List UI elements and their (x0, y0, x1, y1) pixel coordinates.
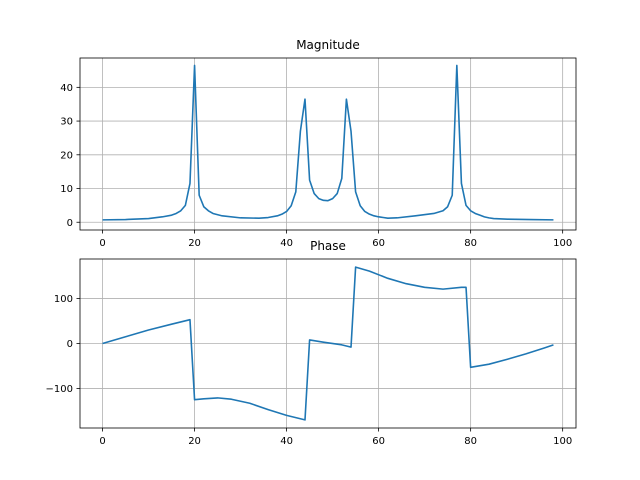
phase-xtick-label: 40 (280, 436, 293, 447)
magnitude-xtick-label: 60 (372, 238, 385, 249)
phase-xtick-label: 0 (99, 436, 105, 447)
phase-ytick-label: 100 (54, 294, 73, 305)
magnitude-ytick-label: 0 (67, 218, 73, 229)
magnitude-grid (80, 58, 576, 230)
phase-axes: 0 20 40 60 80 100 −100 0 100 Phase (46, 239, 577, 447)
phase-xtick-label: 80 (464, 436, 477, 447)
magnitude-ytick-label: 40 (60, 83, 73, 94)
magnitude-axes-frame (79, 57, 577, 231)
magnitude-xtick-label: 20 (188, 238, 201, 249)
phase-xtick-label: 20 (188, 436, 201, 447)
phase-xtick-label: 60 (372, 436, 385, 447)
magnitude-ytick-label: 20 (60, 150, 73, 161)
phase-ticks: 0 20 40 60 80 100 −100 0 100 (46, 294, 573, 447)
magnitude-xtick-label: 40 (280, 238, 293, 249)
phase-ytick-label: −100 (46, 384, 73, 395)
magnitude-axes: 0 20 40 60 80 100 0 10 20 30 40 Magnitude (60, 38, 577, 249)
magnitude-ytick-label: 10 (60, 184, 73, 195)
magnitude-xtick-label: 0 (99, 238, 105, 249)
magnitude-line-layer (102, 64, 554, 221)
phase-series-line (102, 266, 554, 421)
phase-xtick-label: 100 (553, 436, 572, 447)
magnitude-ytick-label: 30 (60, 117, 73, 128)
magnitude-xtick-label: 80 (464, 238, 477, 249)
magnitude-series-line (102, 64, 554, 221)
phase-line-layer (102, 266, 554, 421)
phase-title: Phase (310, 239, 346, 253)
magnitude-title: Magnitude (296, 38, 360, 52)
phase-ytick-label: 0 (67, 339, 73, 350)
magnitude-ticks: 0 20 40 60 80 100 0 10 20 30 40 (60, 83, 572, 249)
magnitude-xtick-label: 100 (553, 238, 572, 249)
